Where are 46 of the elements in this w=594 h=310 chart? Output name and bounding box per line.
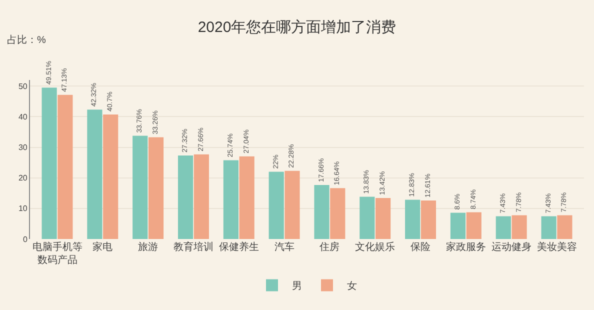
bar <box>360 196 375 239</box>
y-tick-label: 40 <box>18 112 28 122</box>
bar <box>314 185 330 239</box>
bar <box>132 136 148 239</box>
x-tick-label: 保健养生 <box>218 241 259 253</box>
bar <box>148 137 164 239</box>
bar <box>58 94 73 239</box>
bar <box>541 216 556 239</box>
x-tick-label: 保险 <box>410 241 431 253</box>
bar <box>557 215 572 239</box>
bar <box>450 212 466 239</box>
bar <box>376 198 391 239</box>
bar <box>496 216 511 239</box>
x-tick-label: 文化娱乐 <box>355 241 396 253</box>
bar <box>87 110 102 239</box>
y-tick-label: 20 <box>18 174 28 183</box>
y-tick-label: 30 <box>18 143 28 152</box>
x-tick-label: 家电 <box>92 241 113 253</box>
y-tick-label: 50 <box>18 82 28 91</box>
bar <box>239 156 254 239</box>
bar <box>405 200 420 239</box>
x-tick-label: 教育培训 <box>173 241 214 253</box>
bar <box>103 114 118 239</box>
chart-title: 2020年您在哪方面增加了消费 <box>198 19 396 36</box>
x-tick-label: 电脑手机等数码产品 <box>32 241 82 266</box>
bar <box>194 154 209 239</box>
bar <box>330 188 346 239</box>
x-tick-label: 运动健身 <box>491 241 532 253</box>
bar <box>178 155 194 239</box>
x-tick-label: 美妆美容 <box>536 241 577 253</box>
x-tick-label: 住房 <box>320 241 340 253</box>
x-tick-label: 家政服务 <box>446 241 486 253</box>
bar <box>512 215 527 239</box>
x-tick-label: 旅游 <box>138 241 158 253</box>
bar <box>223 160 238 239</box>
legend-label: 男 <box>292 281 302 292</box>
bar <box>466 212 482 239</box>
x-tick-label: 汽车 <box>274 241 294 253</box>
y-tick-label: 10 <box>18 204 28 214</box>
y-axis-title: 占比：% <box>7 34 46 46</box>
legend-label: 女 <box>347 280 357 292</box>
bar <box>420 200 436 239</box>
y-tick-label: 0 <box>22 234 28 244</box>
bar <box>284 170 300 239</box>
bar <box>42 88 57 239</box>
bar <box>268 172 284 239</box>
